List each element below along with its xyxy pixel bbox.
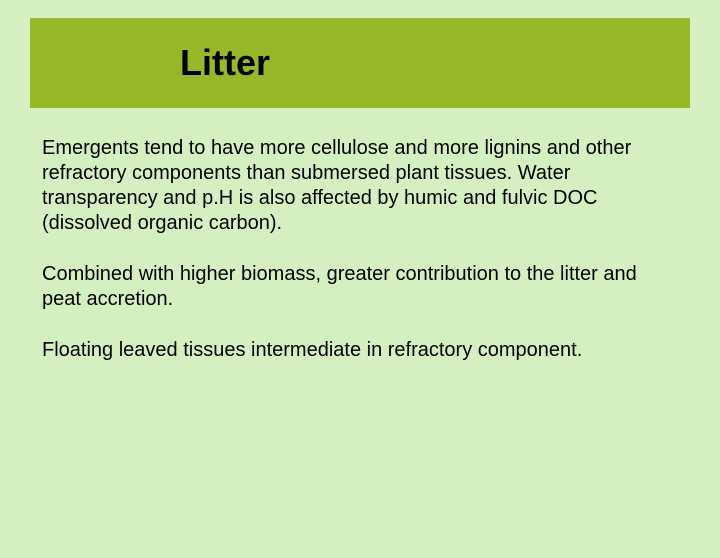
paragraph-2: Combined with higher biomass, greater co… <box>42 262 678 312</box>
slide-body: Emergents tend to have more cellulose an… <box>0 108 720 363</box>
paragraph-3: Floating leaved tissues intermediate in … <box>42 338 678 363</box>
title-bar: Litter <box>30 18 690 108</box>
slide-title: Litter <box>180 42 270 84</box>
paragraph-1: Emergents tend to have more cellulose an… <box>42 136 678 236</box>
